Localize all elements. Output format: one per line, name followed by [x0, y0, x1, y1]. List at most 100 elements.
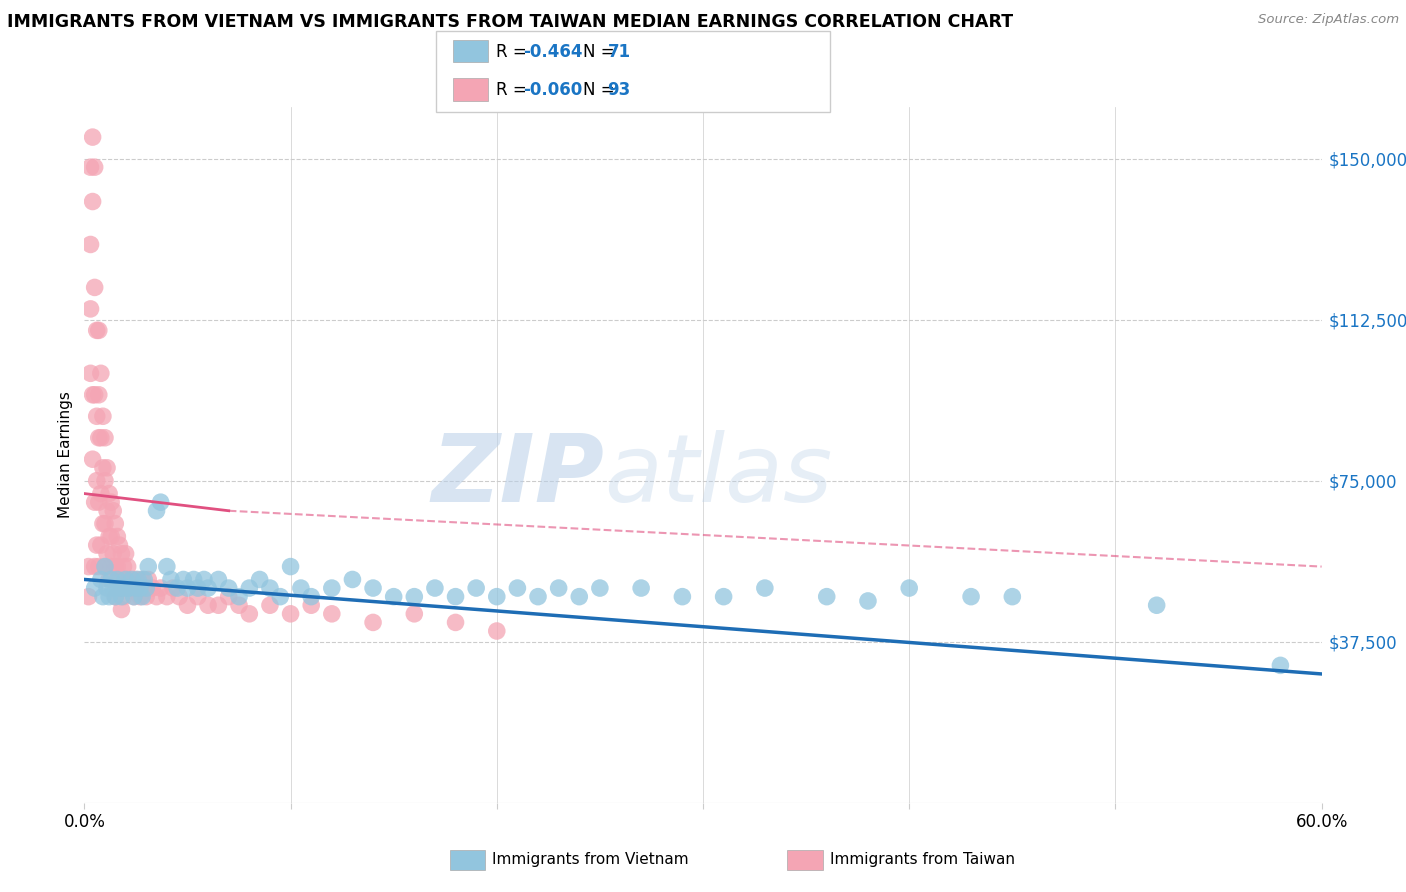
Point [547, 581, 569, 595]
Point [87, 495, 110, 509]
Point [238, 581, 260, 595]
Point [118, 573, 141, 587]
Point [82, 388, 104, 402]
Point [259, 581, 281, 595]
Point [87, 388, 110, 402]
Point [1001, 590, 1024, 604]
Point [79, 237, 101, 252]
Point [83, 388, 105, 402]
Point [122, 590, 145, 604]
Point [280, 559, 302, 574]
Point [444, 615, 467, 630]
Point [94, 474, 117, 488]
Point [103, 547, 125, 561]
Point [1146, 599, 1168, 613]
Point [98, 590, 121, 604]
Point [86, 409, 108, 424]
Point [114, 547, 136, 561]
Point [207, 599, 229, 613]
Point [960, 590, 983, 604]
Point [269, 590, 291, 604]
Point [141, 581, 163, 595]
Point [197, 599, 219, 613]
Point [110, 547, 132, 561]
Point [404, 607, 426, 621]
Point [110, 581, 132, 595]
Point [465, 581, 488, 595]
Point [404, 590, 426, 604]
Point [90, 431, 112, 445]
Point [249, 573, 271, 587]
Text: R =: R = [496, 81, 533, 99]
Point [96, 460, 118, 475]
Text: 93: 93 [607, 81, 631, 99]
Point [110, 590, 132, 604]
Point [105, 559, 128, 574]
Point [187, 590, 209, 604]
Point [238, 607, 260, 621]
Point [98, 573, 121, 587]
Point [527, 590, 550, 604]
Point [112, 581, 135, 595]
Point [96, 504, 118, 518]
Point [86, 538, 108, 552]
Point [82, 194, 104, 209]
Point [108, 538, 131, 552]
Point [77, 559, 100, 574]
Point [156, 590, 179, 604]
Point [87, 431, 110, 445]
Point [136, 559, 159, 574]
Point [125, 573, 148, 587]
Point [129, 581, 152, 595]
Point [91, 516, 114, 531]
Point [91, 590, 114, 604]
Point [176, 599, 198, 613]
Point [83, 559, 105, 574]
Point [207, 573, 229, 587]
Point [149, 581, 172, 595]
Point [125, 581, 148, 595]
Point [117, 581, 139, 595]
Point [91, 460, 114, 475]
Point [589, 581, 612, 595]
Point [79, 160, 101, 174]
Point [361, 581, 384, 595]
Point [506, 581, 529, 595]
Point [485, 590, 508, 604]
Point [83, 280, 105, 294]
Point [183, 573, 205, 587]
Point [228, 599, 250, 613]
Point [134, 573, 156, 587]
Point [96, 581, 118, 595]
Point [104, 516, 127, 531]
Point [321, 607, 343, 621]
Point [671, 590, 693, 604]
Point [1270, 658, 1292, 673]
Point [103, 581, 125, 595]
Point [90, 486, 112, 500]
Point [176, 581, 198, 595]
Point [79, 367, 101, 381]
Text: -0.060: -0.060 [523, 81, 582, 99]
Text: Immigrants from Taiwan: Immigrants from Taiwan [830, 853, 1015, 867]
Point [82, 452, 104, 467]
Point [117, 581, 139, 595]
Point [105, 573, 128, 587]
Point [90, 573, 112, 587]
Point [96, 547, 118, 561]
Point [100, 495, 122, 509]
Point [218, 590, 240, 604]
Point [114, 573, 136, 587]
Point [105, 529, 128, 543]
Point [114, 573, 136, 587]
Text: N =: N = [583, 43, 620, 61]
Text: R =: R = [496, 43, 533, 61]
Point [136, 573, 159, 587]
Point [290, 581, 312, 595]
Point [82, 130, 104, 145]
Point [104, 590, 127, 604]
Point [160, 573, 183, 587]
Point [90, 538, 112, 552]
Point [87, 323, 110, 337]
Point [162, 581, 184, 595]
